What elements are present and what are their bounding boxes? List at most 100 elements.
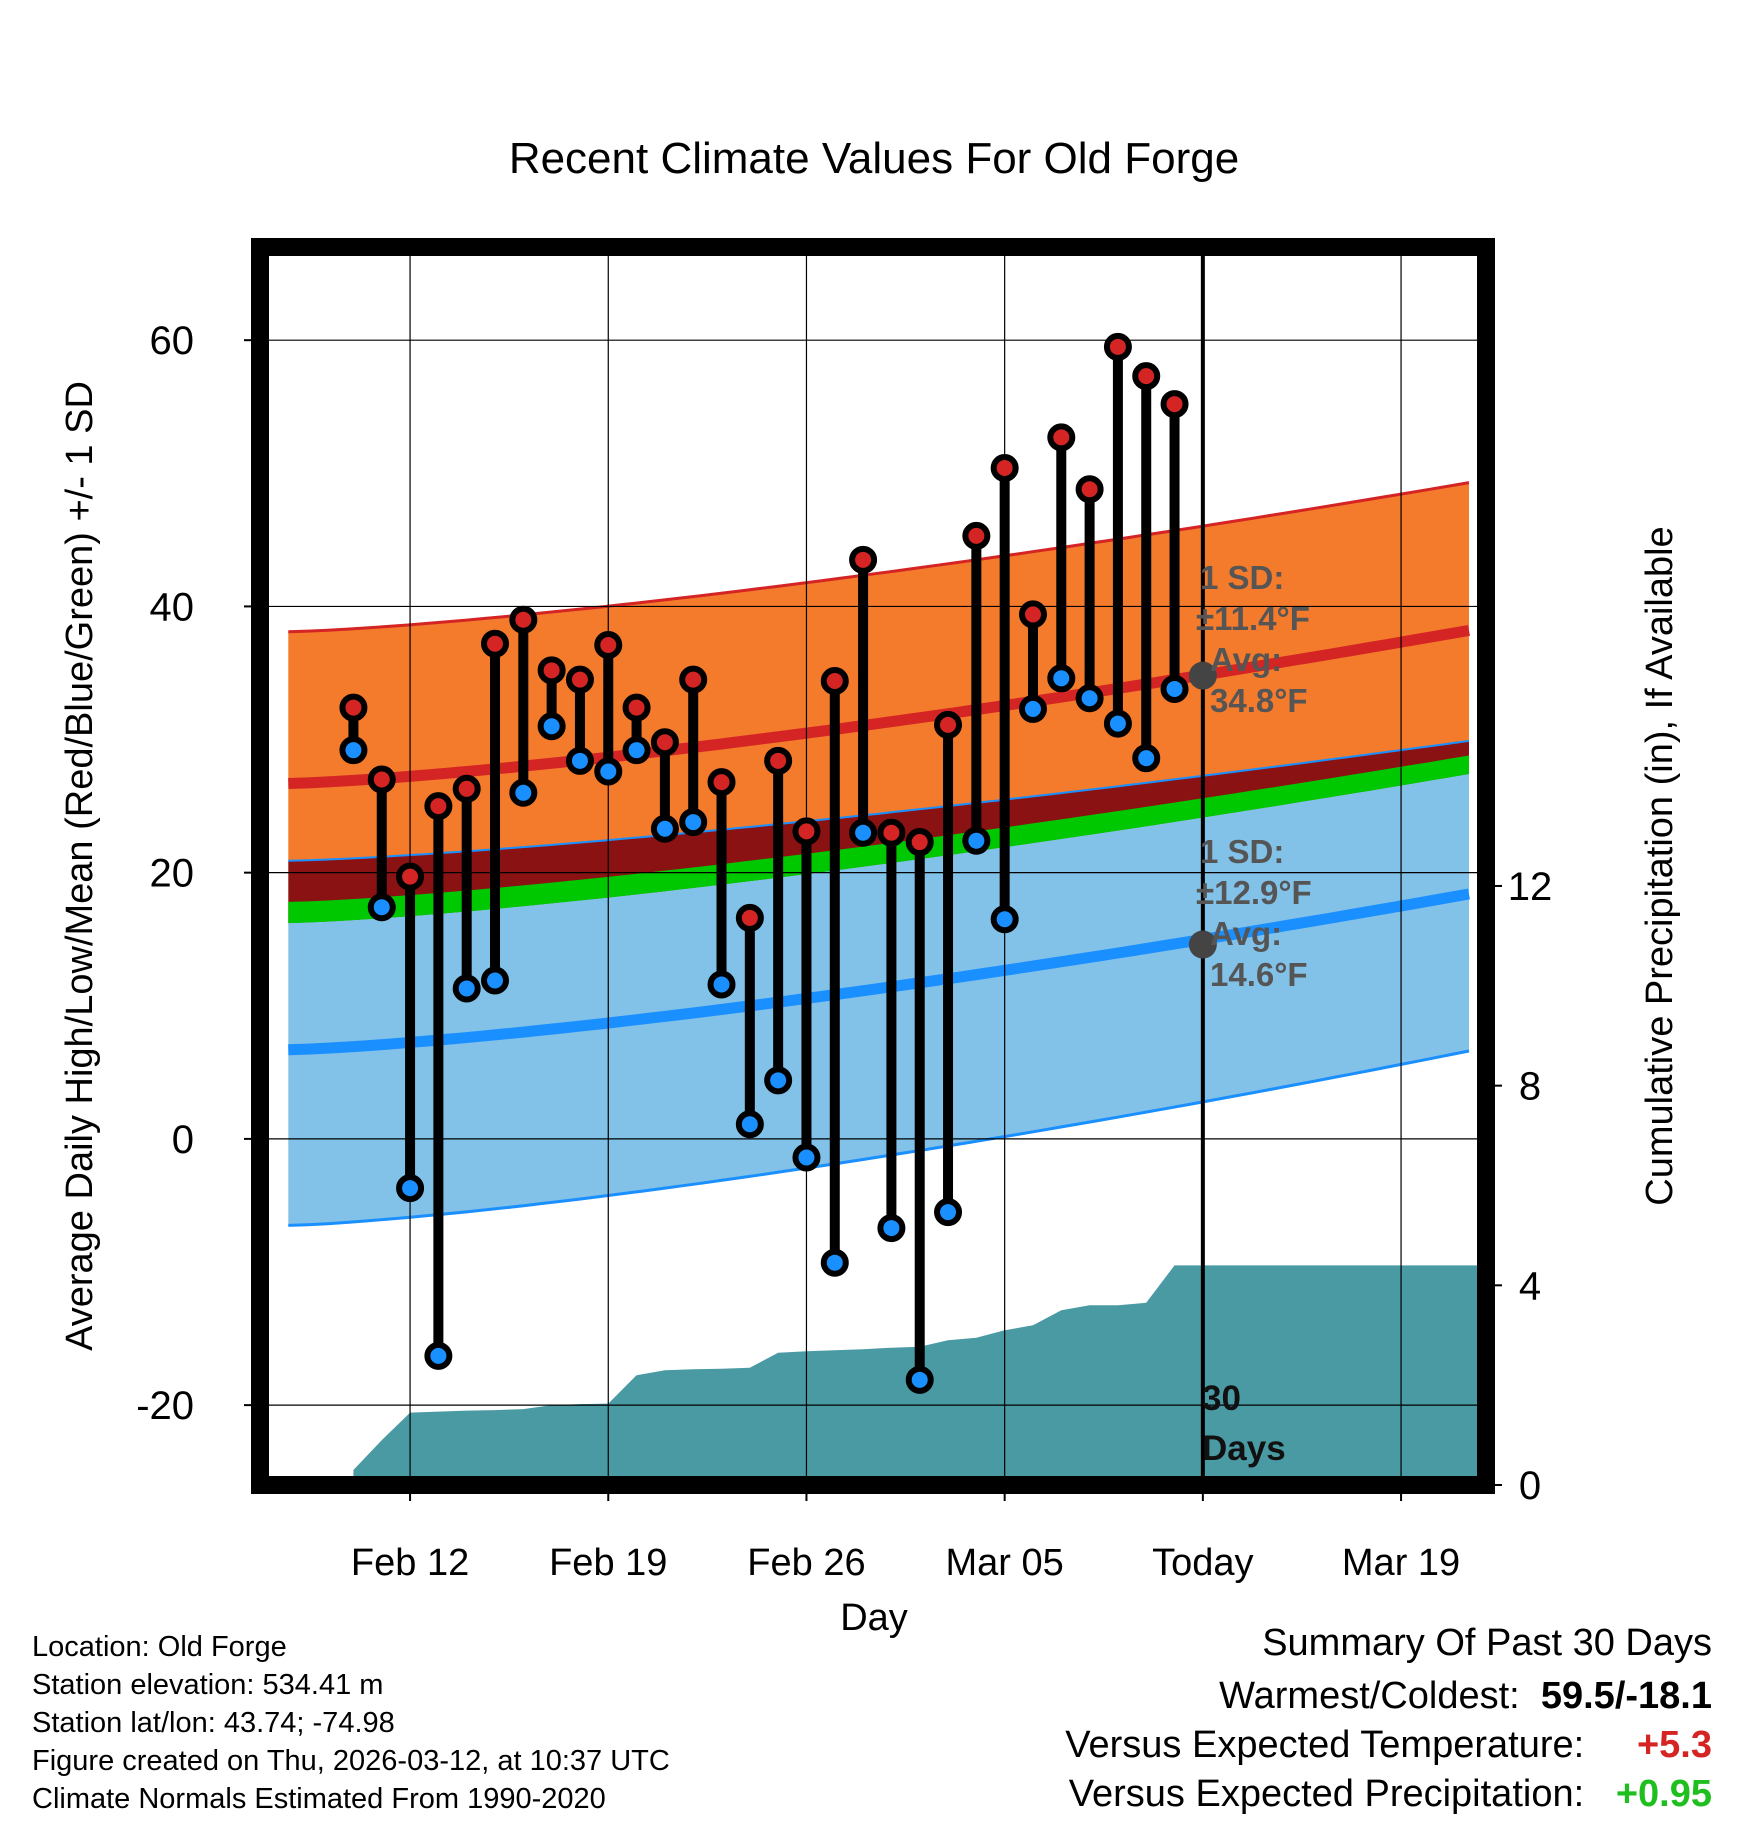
y2-tick-label: 8 [1519,1065,1541,1109]
daily-low-marker [934,1198,963,1227]
daily-low-marker [424,1341,453,1370]
daily-high-marker [764,746,793,775]
daily-high-marker [650,728,679,757]
y2-axis-ticks: 12 8 4 0 [1486,785,1553,1508]
daily-high-marker [509,605,538,634]
y-tick-label: -20 [136,1384,194,1428]
daily-low-marker [764,1066,793,1095]
daily-high-marker [877,818,906,847]
daily-low-marker [452,974,481,1003]
daily-low-marker [339,736,368,765]
daily-high-marker [1018,600,1047,629]
daily-high-marker [849,545,878,574]
daily-high-marker [424,792,453,821]
low-sd-band [288,774,1469,1226]
daily-low-marker [537,712,566,741]
high-average-line [288,624,1470,789]
daily-low-marker [1047,664,1076,693]
daily-high-marker [820,666,849,695]
daily-high-marker [452,774,481,803]
daily-low-marker [367,893,396,922]
daily-high-marker [1047,423,1076,452]
high-sd-line2: ±11.4°F [1196,600,1310,637]
daily-high-marker [1160,390,1189,419]
daily-low-marker [990,905,1019,934]
station-info: Location: Old Forge Station elevation: 5… [32,1628,670,1818]
y-axis-label: Average Daily High/Low/Mean (Red/Blue/Gr… [59,381,101,1351]
daily-low-marker [905,1365,934,1394]
daily-low-marker [481,966,510,995]
daily-high-marker [1103,332,1132,361]
daily-high-marker [1132,362,1161,391]
daily-low-marker [820,1248,849,1277]
daily-low-marker [1018,694,1047,723]
daily-high-marker [565,665,594,694]
daily-low-marker [679,808,708,837]
warmest-label: Warmest/Coldest: [1219,1675,1520,1717]
y-tick-label: 60 [150,319,195,363]
low-lower-line [288,1049,1470,1227]
daily-low-marker [509,778,538,807]
daily-low-marker [1132,744,1161,773]
daily-high-marker [396,862,425,891]
y2-axis-label: Cumulative Precipitation (in), If Availa… [1639,526,1681,1205]
daily-high-marker [594,631,623,660]
today-days-line1: 30 [1202,1379,1241,1418]
y2-tick-label: 12 [1508,865,1553,909]
daily-low-marker [565,746,594,775]
daily-low-marker [707,970,736,999]
daily-low-marker [962,826,991,855]
daily-high-marker [367,765,396,794]
daily-low-marker [1160,674,1189,703]
high-avg-line1: Avg: [1210,641,1282,678]
warmest-value: 59.5/-18.1 [1540,1675,1712,1717]
low-average-line [288,888,1470,1056]
x-tick-label: Feb 26 [747,1542,865,1584]
created-text: Figure created on Thu, 2026-03-12, at 10… [32,1745,670,1777]
daily-low-marker [877,1214,906,1243]
summary-panel: Summary Of Past 30 Days Warmest/Coldest:… [1065,1622,1712,1816]
daily-low-marker [792,1143,821,1172]
sd-annotations: 1 SD: ±11.4°F Avg: 34.8°F 1 SD: ±12.9°F … [1196,559,1312,1468]
daily-high-marker [481,629,510,658]
y-tick-label: 20 [150,852,195,896]
temp-label: Versus Expected Temperature: [1065,1724,1585,1766]
low-sd-line2: ±12.9°F [1196,874,1312,911]
high-avg-line2: 34.8°F [1210,682,1308,719]
x-tick-label: Mar 19 [1342,1542,1460,1584]
high-sd-line1: 1 SD: [1200,559,1284,596]
daily-high-marker [679,665,708,694]
today-average-markers [1188,661,1217,959]
x-tick-label: Feb 19 [549,1542,667,1584]
daily-low-marker [735,1110,764,1139]
daily-high-marker [339,693,368,722]
low-avg-line2: 14.6°F [1210,956,1308,993]
daily-high-marker [1075,475,1104,504]
daily-markers [339,332,1189,1394]
summary-title: Summary Of Past 30 Days [1262,1622,1712,1664]
daily-high-marker [707,768,736,797]
daily-low-marker [396,1174,425,1203]
location-text: Location: Old Forge [32,1631,287,1663]
chart-title: Recent Climate Values For Old Forge [509,134,1239,183]
daily-low-marker [594,757,623,786]
elevation-text: Station elevation: 534.41 m [32,1669,384,1701]
daily-low-marker [849,818,878,847]
normals-text: Climate Normals Estimated From 1990-2020 [32,1783,606,1815]
x-tick-label: Mar 05 [946,1542,1064,1584]
daily-high-marker [962,521,991,550]
temp-value: +5.3 [1636,1724,1712,1766]
daily-low-marker [622,736,651,765]
mean-band [288,755,1469,924]
x-axis-ticks: Feb 12 Feb 19 Feb 26 Mar 05 Today Mar 19 [351,1485,1460,1584]
daily-high-marker [537,656,566,685]
precip-value: +0.95 [1615,1773,1712,1815]
x-axis-label: Day [840,1597,908,1639]
daily-low-marker [650,814,679,843]
today-low-average-marker [1188,930,1217,959]
plot-frame [251,238,1495,1494]
high-upper-line [288,481,1470,634]
daily-high-marker [934,710,963,739]
daily-high-marker [990,453,1019,482]
